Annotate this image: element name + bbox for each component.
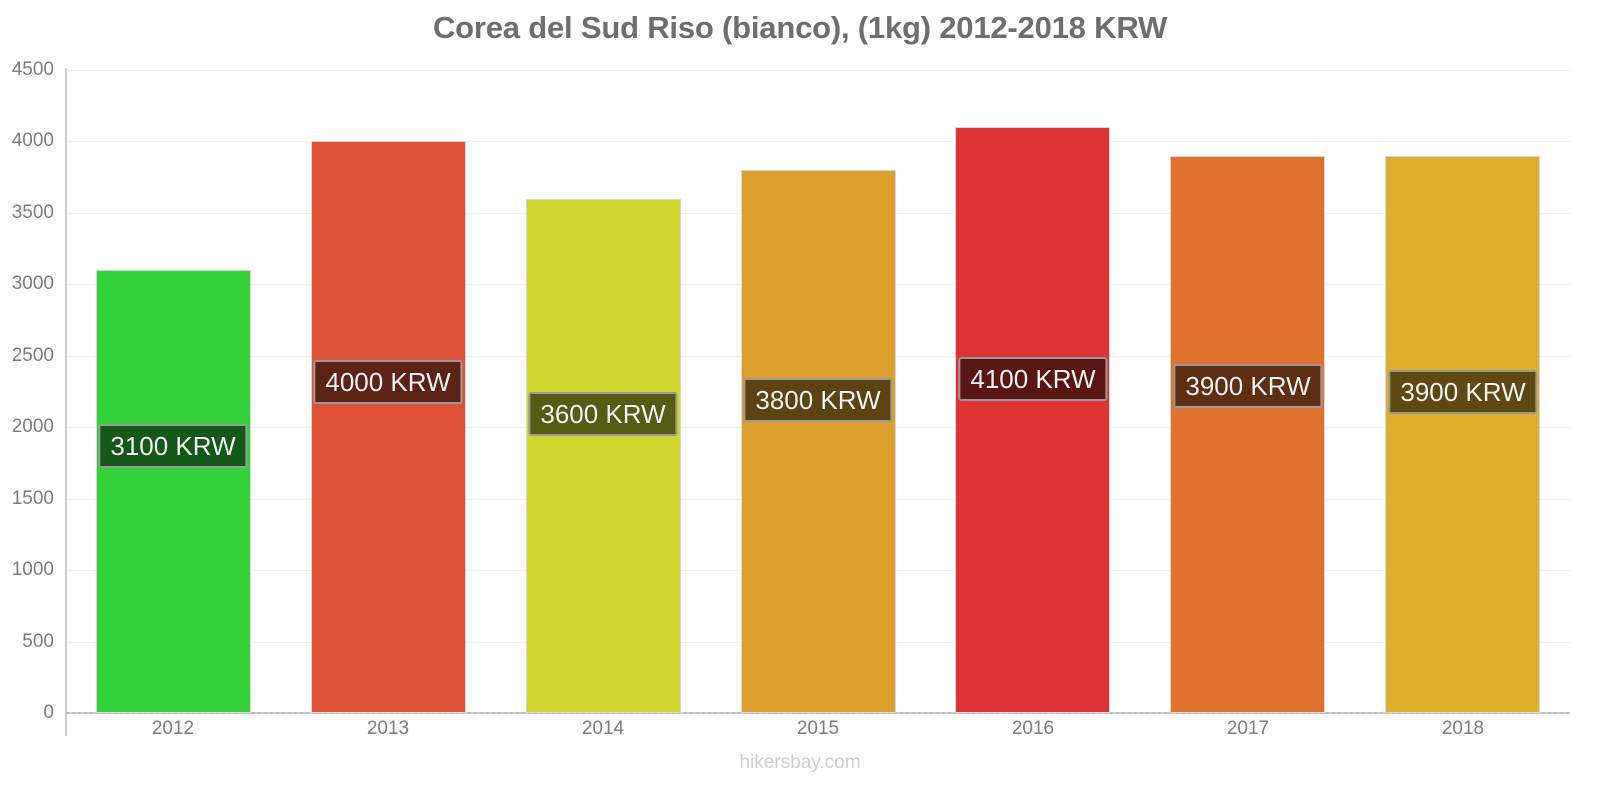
y-axis-tick-label: 4500: [11, 59, 54, 80]
x-axis-tick-label-2012: 2012: [151, 718, 195, 739]
bar-label-tint: [1390, 372, 1536, 412]
x-axis-tick-label-2018: 2018: [1441, 718, 1485, 739]
source-watermark: hikersbay.com: [739, 752, 861, 773]
bar-2015[interactable]: [741, 170, 896, 713]
bar-label-text: 4000 KRW: [325, 367, 451, 397]
bar-2012[interactable]: [96, 270, 251, 713]
bar-value-label-2015: 3800 KRW: [743, 378, 893, 422]
bar-label-tint: [530, 394, 676, 434]
bar-value-label-2018: 3900 KRW: [1388, 370, 1538, 414]
bar-value-label-2013: 4000 KRW: [313, 360, 463, 404]
bar-2017[interactable]: [1170, 156, 1325, 713]
y-axis-tick-label: 2000: [11, 416, 54, 437]
y-axis-tick-label: 4000: [11, 130, 54, 151]
bar-label-tint: [960, 359, 1106, 399]
y-axis-line: [65, 68, 67, 715]
bar-2013[interactable]: [311, 141, 466, 713]
bar-label-text: 3800 KRW: [755, 385, 881, 415]
x-axis-tick-label-2016: 2016: [1011, 718, 1055, 739]
bar-value-label-2014: 3600 KRW: [528, 392, 678, 436]
x-axis-tick-label-2013: 2013: [366, 718, 410, 739]
y-axis-tick-label: 500: [22, 631, 54, 652]
bar-label-text: 3900 KRW: [1400, 377, 1526, 407]
y-axis-tick-label: 1000: [11, 559, 54, 580]
y-axis-stub: [65, 714, 67, 736]
bar-label-text: 4100 KRW: [970, 364, 1096, 394]
y-axis-tick-label: 1500: [11, 488, 54, 509]
y-axis-tick-label: 2500: [11, 345, 54, 366]
y-axis-tick-label: 3500: [11, 202, 54, 223]
bar-2018[interactable]: [1385, 156, 1540, 713]
gridline: [66, 141, 1570, 142]
bar-2016[interactable]: [955, 127, 1110, 713]
bar-value-label-2017: 3900 KRW: [1173, 364, 1323, 408]
bar-label-tint: [745, 380, 891, 420]
bar-value-label-2016: 4100 KRW: [958, 357, 1108, 401]
bar-label-tint: [1175, 366, 1321, 406]
bar-value-label-2012: 3100 KRW: [98, 424, 248, 468]
bar-label-text: 3100 KRW: [110, 431, 236, 461]
x-axis-tick-label-2015: 2015: [796, 718, 840, 739]
gridline: [66, 70, 1570, 71]
bar-label-tint: [100, 426, 246, 466]
x-axis-tick-label-2017: 2017: [1226, 718, 1270, 739]
chart-title: Corea del Sud Riso (bianco), (1kg) 2012-…: [432, 10, 1168, 45]
bar-label-text: 3600 KRW: [540, 399, 666, 429]
x-axis-line: [66, 712, 1570, 714]
bar-label-tint: [315, 362, 461, 402]
x-axis-tick-label-2014: 2014: [581, 718, 625, 739]
y-axis-tick-label: 0: [43, 702, 54, 723]
y-axis-tick-label: 3000: [11, 273, 54, 294]
bar-2014[interactable]: [526, 199, 681, 713]
bar-label-text: 3900 KRW: [1185, 371, 1311, 401]
